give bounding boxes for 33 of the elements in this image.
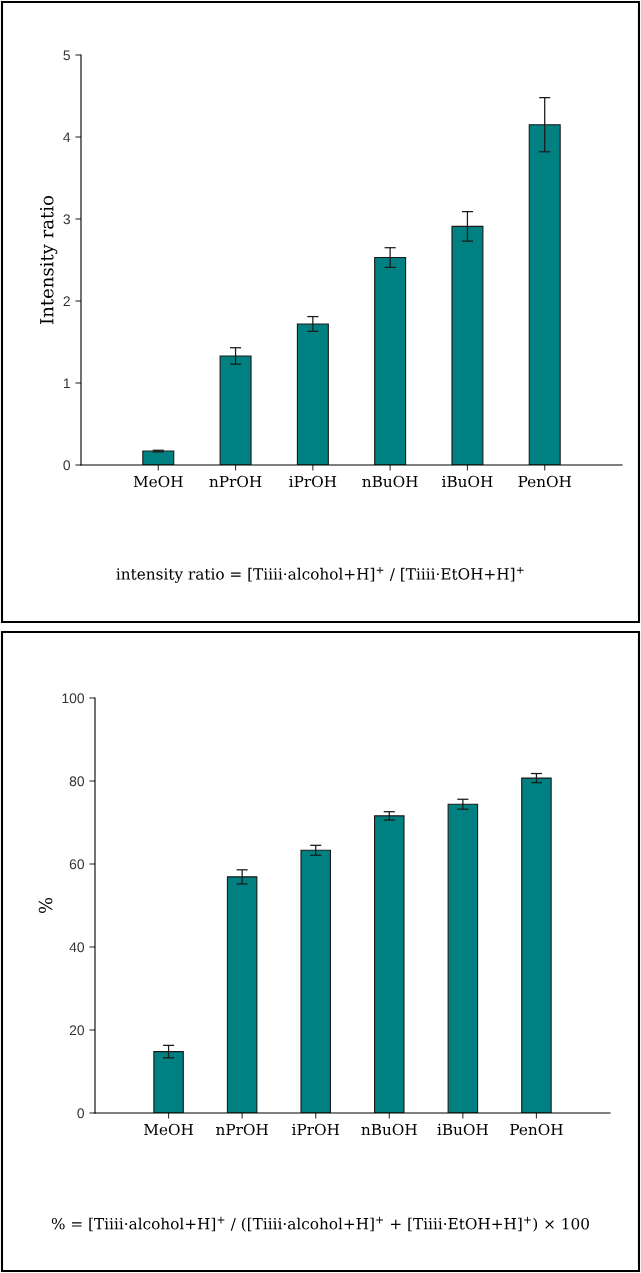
y-tick-label: 3 xyxy=(63,214,70,225)
x-tick-label: PenOH xyxy=(518,475,572,488)
y-tick-label: 5 xyxy=(63,50,70,61)
y-tick-label: 100 xyxy=(62,693,85,704)
y-tick-label: 0 xyxy=(77,1108,85,1119)
x-tick-label: iBuOH xyxy=(437,1123,488,1136)
y-tick-label: 60 xyxy=(69,859,85,870)
y-tick-label: 40 xyxy=(69,942,85,953)
x-tick-label: nBuOH xyxy=(361,1123,417,1136)
x-tick-label: nBuOH xyxy=(362,475,418,488)
y-axis-title: Intensity ratio xyxy=(40,195,58,324)
x-tick-label: iBuOH xyxy=(442,475,493,488)
x-tick-label: iPrOH xyxy=(289,475,337,488)
text: intensity ratio = [Tiiii·alcohol+H]$^{+}$ / [Tiiii·EtOH+H]$^{+}$ xyxy=(116,566,524,583)
y-tick-label: 4 xyxy=(63,132,71,143)
y-tick-label: 80 xyxy=(69,776,85,787)
bar xyxy=(447,803,479,1113)
x-tick-label: nPrOH xyxy=(216,1123,268,1136)
y-axis-title: % xyxy=(38,897,53,914)
y-tick-label: 1 xyxy=(63,378,70,389)
y-tick-label: 20 xyxy=(69,1025,85,1036)
bar xyxy=(374,815,405,1113)
x-tick-label: nPrOH xyxy=(209,475,262,488)
y-tick-label: 2 xyxy=(63,296,70,307)
bar xyxy=(300,849,331,1113)
bar xyxy=(142,450,175,465)
text: % = [Tiiii·alcohol+H]$^{+}$ / ([Tiiii·alcohol+H]$^{+}$ + [Tiiii·EtOH+H]$^{+}$) × 100 xyxy=(51,1216,589,1232)
x-tick-label: PenOH xyxy=(510,1123,563,1136)
y-tick-label: 0 xyxy=(63,460,71,471)
x-tick-label: MeOH xyxy=(133,475,183,488)
bar xyxy=(521,777,552,1113)
x-tick-label: iPrOH xyxy=(292,1123,340,1136)
x-tick-label: MeOH xyxy=(144,1123,193,1136)
